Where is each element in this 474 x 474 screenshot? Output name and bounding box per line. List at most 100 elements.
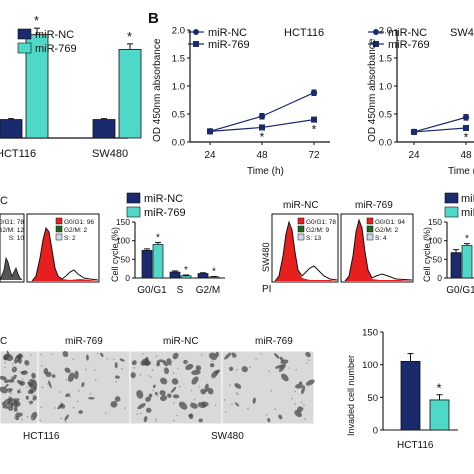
pore-dot (20, 391, 22, 393)
pore-dot (31, 417, 33, 420)
cell-blob (172, 352, 179, 360)
hct116-x-label: Time (h) (247, 166, 284, 177)
cc-hct-bar-nc (197, 273, 209, 279)
pore-dot (89, 392, 92, 395)
pore-dot (118, 399, 121, 402)
cell-blob (86, 354, 89, 361)
pore-dot (211, 376, 214, 378)
pore-dot (40, 364, 43, 367)
panel-a-cat-sw480: SW480 (92, 148, 128, 160)
pore-dot (170, 364, 172, 366)
cell-blob (4, 379, 9, 384)
pore-dot (260, 352, 262, 355)
cc-sw-significance-star: * (465, 234, 469, 245)
legend-mir-swatch (126, 206, 141, 218)
cell-blob (119, 358, 125, 362)
hct116-y-tick-label: 0.5 (172, 110, 185, 121)
cell-blob (17, 389, 21, 394)
cell-blob (32, 395, 37, 401)
pore-dot (190, 389, 193, 392)
histogram-frame-mir (26, 213, 100, 283)
histogram-sw-mir-outline (344, 218, 413, 282)
cc-hct-bar-nc (169, 271, 181, 279)
hct116-y-tick-label: 0.0 (172, 138, 185, 149)
pore-dot (4, 366, 6, 369)
pore-dot (104, 412, 107, 414)
pore-dot (214, 404, 217, 406)
pore-dot (265, 413, 268, 416)
pore-dot (28, 380, 31, 383)
sw480-series-mir-line (413, 127, 467, 133)
pore-dot (65, 421, 67, 423)
cell-blob (208, 352, 218, 360)
cell-blob (305, 379, 315, 386)
cc-sw-y-tick-label: 50 (433, 254, 443, 264)
legend-nc-marker (373, 29, 379, 35)
phase-swatch (297, 217, 305, 225)
pore-dot (155, 355, 158, 358)
pore-dot (163, 369, 166, 372)
inv-y-tick-label: 100 (362, 360, 378, 371)
phase-swatch (55, 233, 63, 241)
cell-blob (62, 351, 69, 358)
invasion-mir-title: miR-769 (65, 336, 103, 347)
pore-dot (173, 402, 175, 404)
cc-sw-y-tick-label: 150 (428, 217, 442, 227)
cc-hct-y-tick-label: 0 (125, 273, 130, 283)
pore-dot (21, 378, 24, 381)
cell-blob (64, 367, 71, 374)
legend-nc-swatch (17, 28, 32, 40)
invasion-nc-title: miR-NC (163, 336, 199, 347)
sw480-y-tick-label: 0.0 (379, 138, 392, 149)
cell-blob (67, 372, 75, 382)
sw480-y-tick-label: 1.0 (379, 82, 392, 93)
pore-dot (270, 390, 273, 392)
hct116-point-nc (258, 113, 266, 120)
cell-blob (207, 387, 214, 395)
cell-blob (88, 397, 95, 400)
pore-dot (133, 366, 136, 369)
sw480-y-tick-label: 1.5 (379, 54, 392, 65)
cell-blob (20, 370, 27, 374)
cell-blob (252, 397, 256, 404)
pore-dot (136, 413, 139, 415)
sw480-y-tick-label: 0.5 (379, 110, 392, 121)
cell-blob (171, 378, 179, 385)
cell-blob (16, 379, 23, 385)
pore-dot (150, 376, 153, 378)
pore-dot (16, 411, 19, 414)
pore-dot (94, 379, 97, 382)
pore-dot (268, 370, 270, 372)
pore-dot (288, 367, 291, 369)
cc-hct-y-tick-label: 150 (116, 217, 130, 227)
cell-blob (136, 390, 144, 399)
pore-dot (223, 399, 226, 401)
inv-significance-star: * (436, 381, 441, 396)
cell-blob (25, 395, 29, 400)
pore-dot (84, 368, 87, 371)
cell-cycle-bar-chart-hct116: miR-NC miR-769 Cell cycle (%) 0 50 100 150 G… (110, 192, 225, 296)
cell-blob (163, 367, 169, 375)
inv-bar-nc (400, 360, 421, 431)
panel-a-legend: miR-NC miR-769 (17, 28, 77, 55)
inv-y-tick-label: 150 (362, 328, 378, 339)
pore-dot (78, 390, 80, 392)
flow-pi-label: PI (262, 284, 271, 295)
phase-value: G0/G1: 78 (306, 219, 336, 226)
pore-dot (59, 391, 61, 393)
cell-blob (29, 400, 34, 405)
cc-hct-bar-mir (152, 244, 164, 279)
inv-y-tick-label: 50 (367, 393, 378, 404)
cell-blob (17, 353, 22, 359)
cell-blob (100, 352, 104, 358)
histogram-mir-fill (32, 228, 98, 281)
hct116-legend: miR-NC miR-769 (188, 27, 250, 51)
phase-value: G0/G1: 78 (0, 219, 24, 226)
inv-bar-mir (429, 399, 450, 431)
flow-sw-mir-title: miR-769 (355, 200, 393, 211)
histogram-frame-sw-mir (340, 213, 414, 283)
cell-blob (209, 363, 215, 368)
cell-blob (64, 414, 69, 421)
cc-hct-significance-star: * (212, 267, 216, 278)
